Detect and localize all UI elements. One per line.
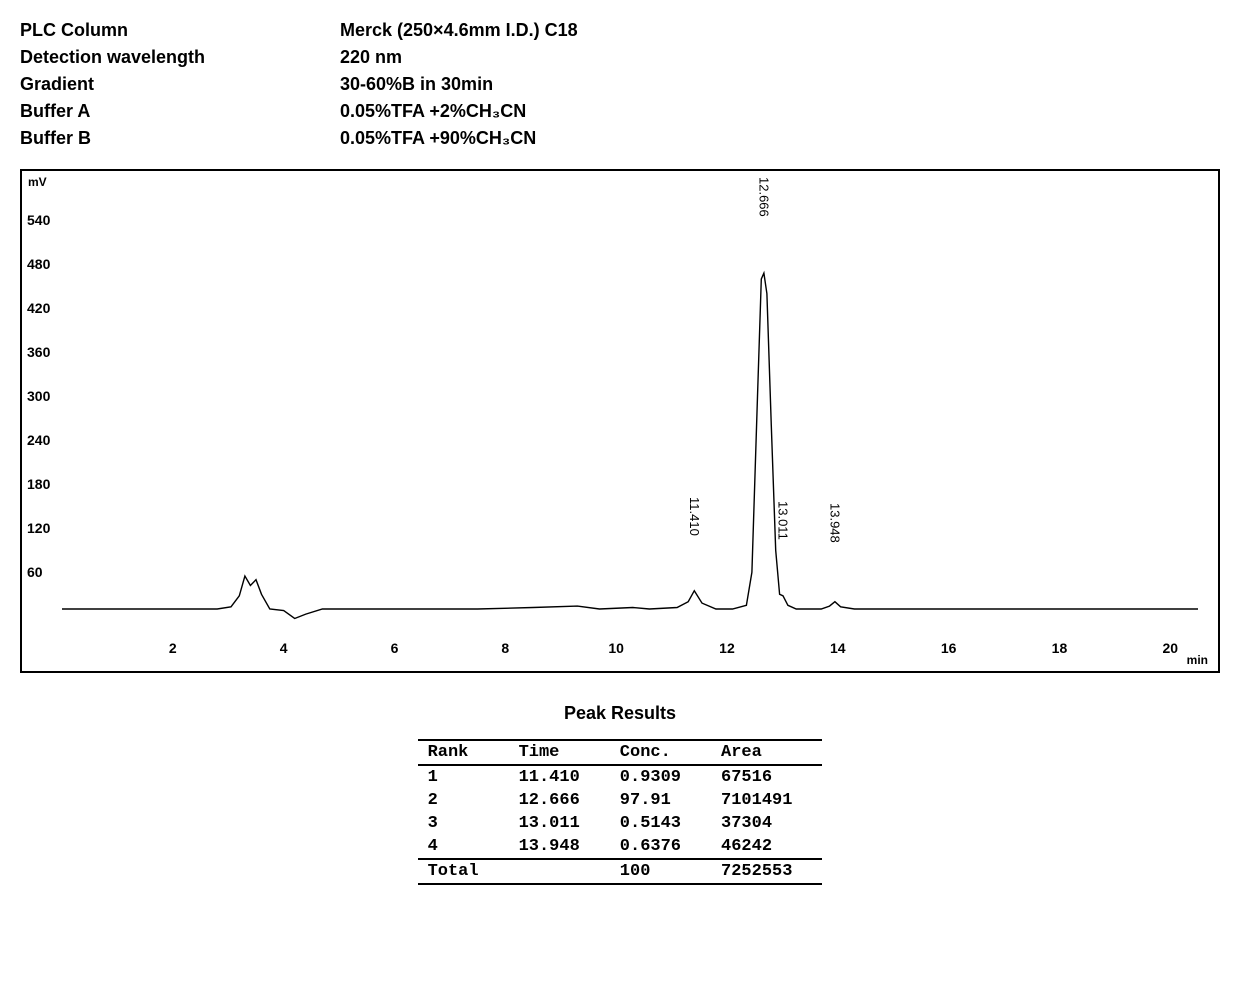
param-label: Buffer A — [20, 101, 340, 122]
table-header-row: Rank Time Conc. Area — [418, 740, 823, 765]
x-tick-label: 12 — [719, 640, 735, 656]
peak-label: 11.410 — [687, 497, 702, 536]
param-label: Detection wavelength — [20, 47, 340, 68]
param-value: 0.05%TFA +90%CH₃CN — [340, 128, 1220, 149]
y-tick-label: 240 — [27, 432, 50, 448]
table-cell: 0.6376 — [610, 835, 711, 859]
x-tick-label: 2 — [169, 640, 177, 656]
table-cell: 12.666 — [509, 789, 610, 812]
param-label: Buffer B — [20, 128, 340, 149]
table-cell: 11.410 — [509, 765, 610, 789]
y-tick-label: 540 — [27, 212, 50, 228]
col-header: Area — [711, 740, 822, 765]
col-header: Time — [509, 740, 610, 765]
y-tick-label: 480 — [27, 256, 50, 272]
table-cell: 97.91 — [610, 789, 711, 812]
table-cell: 46242 — [711, 835, 822, 859]
table-cell: 0.5143 — [610, 812, 711, 835]
total-cell: 7252553 — [711, 859, 822, 884]
table-cell: 37304 — [711, 812, 822, 835]
table-row: 413.9480.637646242 — [418, 835, 823, 859]
peak-results-table: Rank Time Conc. Area 111.4100.9309675162… — [418, 739, 823, 885]
table-cell: 1 — [418, 765, 509, 789]
param-value: 0.05%TFA +2%CH₃CN — [340, 101, 1220, 122]
table-row: 111.4100.930967516 — [418, 765, 823, 789]
x-tick-label: 6 — [391, 640, 399, 656]
table-cell: 4 — [418, 835, 509, 859]
y-tick-label: 60 — [27, 564, 43, 580]
y-tick-label: 360 — [27, 344, 50, 360]
x-tick-label: 8 — [501, 640, 509, 656]
x-tick-label: 4 — [280, 640, 288, 656]
param-row: Gradient 30-60%B in 30min — [20, 74, 1220, 95]
plot-area: 6012018024030036042048054024681012141618… — [62, 191, 1198, 631]
total-cell: 100 — [610, 859, 711, 884]
col-header: Conc. — [610, 740, 711, 765]
table-cell: 67516 — [711, 765, 822, 789]
x-tick-label: 20 — [1162, 640, 1178, 656]
parameter-block: PLC Column Merck (250×4.6mm I.D.) C18 De… — [20, 20, 1220, 149]
param-row: Buffer A 0.05%TFA +2%CH₃CN — [20, 101, 1220, 122]
table-cell: 2 — [418, 789, 509, 812]
table-row: 212.66697.917101491 — [418, 789, 823, 812]
param-label: PLC Column — [20, 20, 340, 41]
param-value: 30-60%B in 30min — [340, 74, 1220, 95]
table-cell: 7101491 — [711, 789, 822, 812]
table-cell: 13.011 — [509, 812, 610, 835]
table-cell: 3 — [418, 812, 509, 835]
chromatogram-trace — [62, 191, 1198, 631]
param-row: Buffer B 0.05%TFA +90%CH₃CN — [20, 128, 1220, 149]
param-label: Gradient — [20, 74, 340, 95]
y-tick-label: 300 — [27, 388, 50, 404]
param-row: Detection wavelength 220 nm — [20, 47, 1220, 68]
peak-label: 13.011 — [775, 501, 790, 540]
x-tick-label: 18 — [1052, 640, 1068, 656]
y-tick-label: 120 — [27, 520, 50, 536]
param-value: 220 nm — [340, 47, 1220, 68]
x-tick-label: 10 — [608, 640, 624, 656]
table-cell: 13.948 — [509, 835, 610, 859]
peak-results-section: Peak Results Rank Time Conc. Area 111.41… — [20, 703, 1220, 885]
y-tick-label: 420 — [27, 300, 50, 316]
peak-label: 13.948 — [827, 503, 842, 543]
y-tick-label: 180 — [27, 476, 50, 492]
param-row: PLC Column Merck (250×4.6mm I.D.) C18 — [20, 20, 1220, 41]
total-cell — [509, 859, 610, 884]
chromatogram-chart: mV min 601201802403003604204805402468101… — [20, 169, 1220, 673]
table-total-row: Total 100 7252553 — [418, 859, 823, 884]
total-label: Total — [418, 859, 509, 884]
peak-label: 12.666 — [756, 177, 771, 217]
table-cell: 0.9309 — [610, 765, 711, 789]
x-tick-label: 16 — [941, 640, 957, 656]
x-tick-label: 14 — [830, 640, 846, 656]
param-value: Merck (250×4.6mm I.D.) C18 — [340, 20, 1220, 41]
peak-results-title: Peak Results — [20, 703, 1220, 724]
x-axis-unit: min — [1187, 653, 1208, 667]
table-row: 313.0110.514337304 — [418, 812, 823, 835]
col-header: Rank — [418, 740, 509, 765]
y-axis-unit: mV — [28, 175, 47, 189]
